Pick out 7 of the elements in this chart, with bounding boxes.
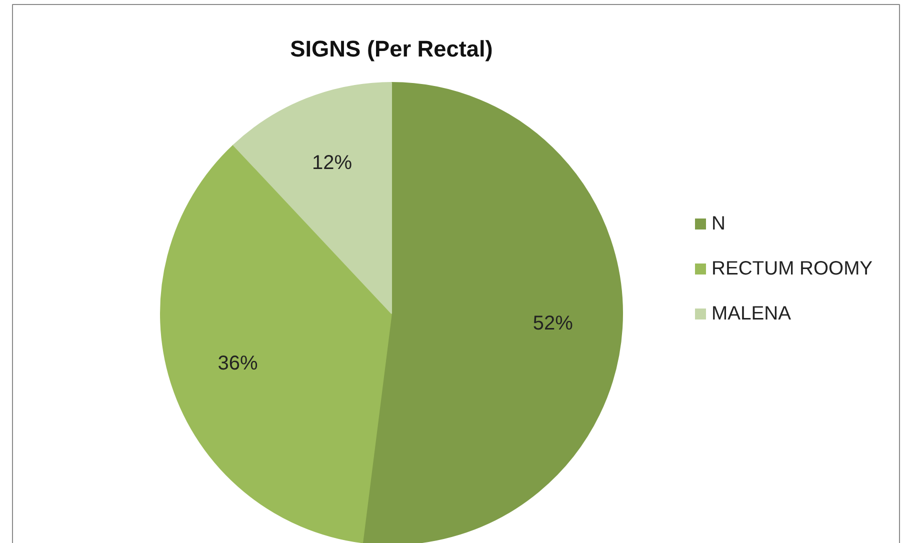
data-label: 12% [312,152,352,174]
legend-label: RECTUM ROOMY [712,258,873,280]
data-label: 52% [532,312,574,335]
chart-title: SIGNS (Per Rectal) [290,36,493,62]
data-label: 36% [218,352,258,374]
legend-label: MALENA [712,304,792,324]
legend-label: N [712,214,726,234]
